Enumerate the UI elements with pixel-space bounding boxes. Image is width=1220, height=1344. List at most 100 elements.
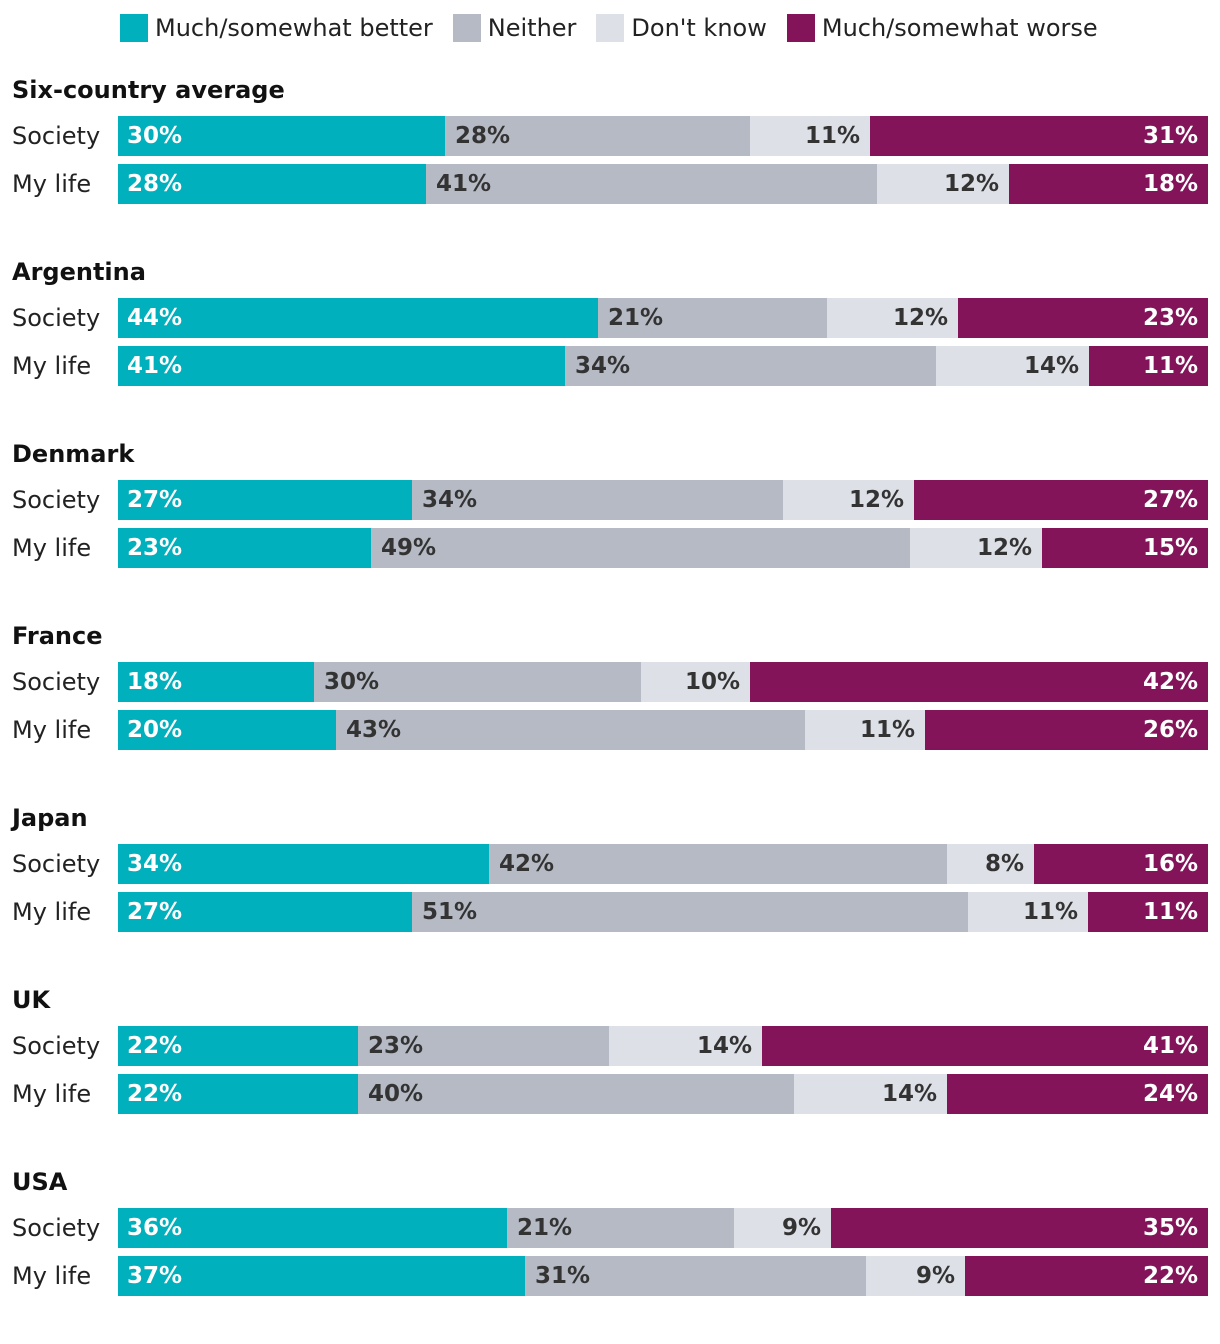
bar-segment-better: 23% bbox=[118, 528, 371, 568]
bar-segment-worse: 11% bbox=[1088, 892, 1208, 932]
group-title: Six-country average bbox=[12, 76, 285, 104]
group-usa: USA Society 36% 21% 9% 35% My life 37% 31% 9% 22% bbox=[12, 1162, 1208, 1344]
bar-segment-dont-know: 12% bbox=[783, 480, 914, 520]
bar-segment-dont-know: 14% bbox=[936, 346, 1089, 386]
bar-row-society: Society 36% 21% 9% 35% bbox=[12, 1208, 1208, 1248]
group-title: France bbox=[12, 622, 103, 650]
bar-segment-worse: 18% bbox=[1009, 164, 1208, 204]
bar-segment-neither: 21% bbox=[507, 1208, 734, 1248]
row-label: My life bbox=[12, 716, 92, 744]
bar-track: 28% 41% 12% 18% bbox=[118, 164, 1208, 204]
bar-segment-better: 22% bbox=[118, 1026, 358, 1066]
legend-swatch-better bbox=[120, 14, 148, 42]
legend-label-neither: Neither bbox=[487, 14, 577, 42]
bar-segment-neither: 49% bbox=[371, 528, 910, 568]
bar-segment-dont-know: 9% bbox=[866, 1256, 965, 1296]
bar-track: 44% 21% 12% 23% bbox=[118, 298, 1208, 338]
bar-track: 30% 28% 11% 31% bbox=[118, 116, 1208, 156]
group-uk: UK Society 22% 23% 14% 41% My life 22% 40% 14% 24% bbox=[12, 980, 1208, 1162]
bar-segment-dont-know: 11% bbox=[968, 892, 1088, 932]
legend-swatch-dont-know bbox=[596, 14, 625, 42]
bar-track: 23% 49% 12% 15% bbox=[118, 528, 1208, 568]
bar-segment-better: 44% bbox=[118, 298, 598, 338]
bar-row-my-life: My life 22% 40% 14% 24% bbox=[12, 1074, 1208, 1114]
bar-segment-worse: 15% bbox=[1042, 528, 1208, 568]
bar-segment-dont-know: 12% bbox=[877, 164, 1009, 204]
legend-label-worse: Much/somewhat worse bbox=[821, 14, 1098, 42]
legend-item-worse: Much/somewhat worse bbox=[786, 12, 1098, 44]
group-france: France Society 18% 30% 10% 42% My life 20% 43% 11… bbox=[12, 616, 1208, 798]
legend-swatch-neither bbox=[452, 14, 481, 42]
bar-track: 27% 51% 11% 11% bbox=[118, 892, 1208, 932]
bar-segment-neither: 51% bbox=[412, 892, 968, 932]
bar-segment-better: 30% bbox=[118, 116, 445, 156]
bar-segment-worse: 11% bbox=[1089, 346, 1208, 386]
bar-segment-dont-know: 11% bbox=[805, 710, 925, 750]
bar-segment-neither: 30% bbox=[314, 662, 641, 702]
bar-segment-neither: 34% bbox=[412, 480, 783, 520]
group-argentina: Argentina Society 44% 21% 12% 23% My life 41% 34… bbox=[12, 252, 1208, 434]
row-label: My life bbox=[12, 170, 92, 198]
bar-segment-worse: 16% bbox=[1034, 844, 1208, 884]
bar-segment-better: 18% bbox=[118, 662, 314, 702]
bar-segment-better: 36% bbox=[118, 1208, 507, 1248]
bar-segment-better: 41% bbox=[118, 346, 565, 386]
group-title: Argentina bbox=[12, 258, 146, 286]
bar-segment-worse: 35% bbox=[831, 1208, 1208, 1248]
bar-segment-dont-know: 9% bbox=[734, 1208, 831, 1248]
bar-segment-better: 28% bbox=[118, 164, 426, 204]
group-japan: Japan Society 34% 42% 8% 16% My life 27% 51% 11% 1… bbox=[12, 798, 1208, 980]
group-title: UK bbox=[12, 986, 51, 1014]
bar-row-my-life: My life 27% 51% 11% 11% bbox=[12, 892, 1208, 932]
bar-segment-worse: 22% bbox=[965, 1256, 1208, 1296]
group-title: USA bbox=[12, 1168, 68, 1196]
bar-row-my-life: My life 28% 41% 12% 18% bbox=[12, 164, 1208, 204]
row-label: My life bbox=[12, 1262, 92, 1290]
row-label: Society bbox=[12, 850, 101, 878]
bar-segment-better: 20% bbox=[118, 710, 336, 750]
bar-segment-neither: 28% bbox=[445, 116, 750, 156]
bar-row-society: Society 18% 30% 10% 42% bbox=[12, 662, 1208, 702]
bar-segment-dont-know: 11% bbox=[750, 116, 870, 156]
bar-segment-dont-know: 8% bbox=[947, 844, 1034, 884]
bar-row-my-life: My life 23% 49% 12% 15% bbox=[12, 528, 1208, 568]
legend-swatch-worse bbox=[786, 14, 815, 42]
bar-row-society: Society 30% 28% 11% 31% bbox=[12, 116, 1208, 156]
bar-segment-worse: 23% bbox=[958, 298, 1208, 338]
row-label: Society bbox=[12, 122, 101, 150]
chart-groups: Six-country average Society 30% 28% 11% 31% My… bbox=[12, 70, 1208, 1344]
legend-label-dont-know: Don't know bbox=[631, 14, 767, 42]
row-label: My life bbox=[12, 534, 92, 562]
bar-segment-neither: 42% bbox=[489, 844, 947, 884]
bar-segment-dont-know: 12% bbox=[910, 528, 1042, 568]
bar-track: 36% 21% 9% 35% bbox=[118, 1208, 1208, 1248]
bar-segment-worse: 41% bbox=[762, 1026, 1208, 1066]
legend-label-better: Much/somewhat better bbox=[155, 14, 433, 42]
group-six-country-average: Six-country average Society 30% 28% 11% 31% My… bbox=[12, 70, 1208, 252]
bar-track: 22% 23% 14% 41% bbox=[118, 1026, 1208, 1066]
bar-segment-better: 27% bbox=[118, 892, 412, 932]
row-label: Society bbox=[12, 486, 101, 514]
row-label: Society bbox=[12, 1214, 101, 1242]
bar-row-my-life: My life 37% 31% 9% 22% bbox=[12, 1256, 1208, 1296]
bar-segment-worse: 24% bbox=[947, 1074, 1208, 1114]
bar-segment-neither: 34% bbox=[565, 346, 936, 386]
bar-track: 22% 40% 14% 24% bbox=[118, 1074, 1208, 1114]
group-title: Denmark bbox=[12, 440, 135, 468]
bar-row-society: Society 44% 21% 12% 23% bbox=[12, 298, 1208, 338]
legend-item-neither: Neither bbox=[452, 12, 577, 44]
bar-segment-dont-know: 10% bbox=[641, 662, 750, 702]
bar-row-society: Society 27% 34% 12% 27% bbox=[12, 480, 1208, 520]
legend-item-dont-know: Don't know bbox=[596, 12, 767, 44]
bar-segment-better: 37% bbox=[118, 1256, 525, 1296]
bar-track: 18% 30% 10% 42% bbox=[118, 662, 1208, 702]
bar-segment-dont-know: 12% bbox=[827, 298, 958, 338]
row-label: My life bbox=[12, 352, 92, 380]
bar-track: 27% 34% 12% 27% bbox=[118, 480, 1208, 520]
bar-row-society: Society 34% 42% 8% 16% bbox=[12, 844, 1208, 884]
bar-track: 20% 43% 11% 26% bbox=[118, 710, 1208, 750]
group-denmark: Denmark Society 27% 34% 12% 27% My life 23% 49% 1… bbox=[12, 434, 1208, 616]
bar-segment-better: 34% bbox=[118, 844, 489, 884]
group-title: Japan bbox=[12, 804, 88, 832]
bar-segment-worse: 42% bbox=[750, 662, 1208, 702]
